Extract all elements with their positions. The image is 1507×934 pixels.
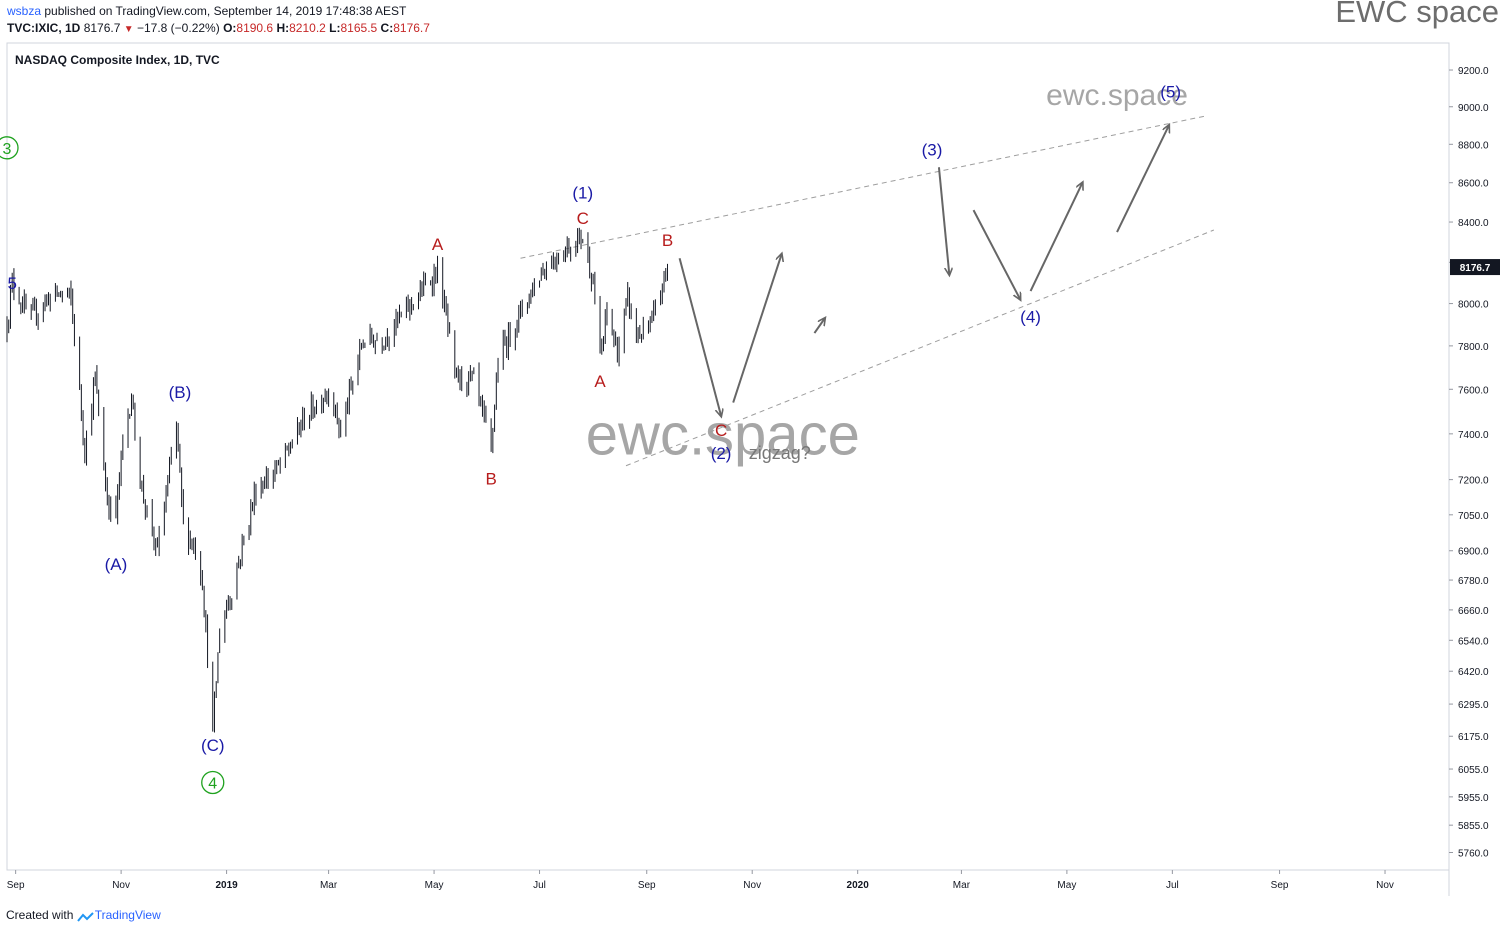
- y-tick-label: 5855.0: [1458, 821, 1489, 832]
- publish-text: published on TradingView.com, September …: [44, 4, 407, 18]
- projection-arrow: [937, 167, 949, 274]
- last-price-tag: 8176.7: [1450, 259, 1500, 276]
- y-tick-label: 6540.0: [1458, 636, 1489, 647]
- wave-label: C: [577, 209, 589, 228]
- last-price: 8176.7: [83, 21, 121, 35]
- x-tick-label: Nov: [743, 880, 761, 891]
- plot-area[interactable]: [6, 42, 1450, 871]
- x-tick-label: 2019: [215, 880, 238, 891]
- projection-arrow: [678, 257, 721, 416]
- ewc-watermark: ewc.space: [1046, 79, 1188, 112]
- y-tick-label: 7400.0: [1458, 430, 1489, 441]
- wave-label: (C): [201, 736, 225, 755]
- projection-arrow: [972, 209, 1021, 299]
- close-label: C:: [380, 21, 394, 35]
- wave-label: 5: [7, 274, 16, 293]
- x-tick-label: Jul: [1166, 880, 1179, 891]
- channel-lower-line: [625, 229, 1215, 467]
- y-tick-label: 5760.0: [1458, 849, 1489, 860]
- wave-label: (4): [1020, 307, 1041, 326]
- tradingview-logo-icon: [76, 911, 95, 922]
- brand-watermark: EWC space: [1335, 0, 1499, 29]
- x-tick-label: Mar: [320, 880, 338, 891]
- x-tick-label: May: [425, 880, 444, 891]
- close-value: 8176.7: [393, 21, 430, 35]
- low-value: 8165.5: [340, 21, 378, 35]
- projection-path: [678, 125, 1169, 416]
- wave-label: B: [662, 231, 673, 250]
- x-tick-label: May: [1057, 880, 1076, 891]
- y-tick-label: 7600.0: [1458, 385, 1489, 396]
- projection-arrow: [1116, 125, 1169, 233]
- y-tick-label: 8400.0: [1458, 218, 1489, 229]
- wave-label: (3): [922, 141, 943, 160]
- y-tick-label: 6055.0: [1458, 765, 1489, 776]
- y-tick-label: 7800.0: [1458, 342, 1489, 353]
- wave-label: 4: [208, 775, 217, 792]
- high-value: 8210.2: [289, 21, 326, 35]
- chart-title: NASDAQ Composite Index, 1D, TVC: [15, 53, 220, 67]
- y-tick-label: 6660.0: [1458, 606, 1489, 617]
- wave-label: C: [715, 421, 727, 440]
- wave-label: A: [594, 372, 606, 391]
- price-bars: [6, 227, 668, 733]
- author-link[interactable]: wsbza: [7, 4, 42, 18]
- y-tick-label: 9000.0: [1458, 103, 1489, 114]
- tradingview-link[interactable]: TradingView: [94, 908, 161, 922]
- channel-lines: [520, 115, 1215, 467]
- wave-label: zigzag?: [749, 443, 811, 463]
- y-tick-label: 9200.0: [1458, 66, 1489, 77]
- projection-arrow: [1029, 183, 1083, 292]
- wave-circle: [201, 770, 225, 795]
- y-tick-label: 5955.0: [1458, 793, 1489, 804]
- y-tick-label: 6780.0: [1458, 576, 1489, 587]
- x-tick-label: Sep: [638, 880, 656, 891]
- x-tick-label: Sep: [7, 880, 25, 891]
- y-tick-label: 6900.0: [1458, 547, 1489, 558]
- x-tick-label: Jul: [533, 880, 546, 891]
- created-with-text: Created with: [6, 908, 74, 922]
- last-price-label: 8176.7: [1460, 263, 1491, 274]
- projection-arrow: [813, 318, 824, 334]
- publish-info: wsbza published on TradingView.com, Sept…: [7, 4, 406, 18]
- high-label: H:: [276, 21, 290, 35]
- y-tick-label: 7050.0: [1458, 511, 1489, 522]
- wave-label: (5): [1160, 82, 1181, 101]
- wave-label: (1): [572, 183, 593, 202]
- wave-label: B: [485, 469, 496, 488]
- wave-label: 3: [3, 141, 12, 158]
- y-tick-label: 6295.0: [1458, 700, 1489, 711]
- x-tick-label: Nov: [112, 880, 130, 891]
- y-tick-label: 8600.0: [1458, 179, 1489, 190]
- y-tick-label: 6420.0: [1458, 667, 1489, 678]
- wave-labels: 3 5 (A) (B) (C) 4 A B (1) C A B C (2) zigzag? (3) (4) (5): [0, 82, 1181, 795]
- projection-arrow: [732, 254, 781, 403]
- y-tick-label: 6175.0: [1458, 732, 1489, 743]
- price-axis[interactable]: 9200.09000.08800.08600.08400.08200.08000…: [1449, 66, 1489, 860]
- y-tick-label: 7200.0: [1458, 476, 1489, 487]
- footer: Created with TradingView: [6, 908, 161, 922]
- symbol-label: TVC:IXIC, 1D: [7, 21, 81, 35]
- wave-circle: [0, 136, 19, 160]
- wave-label: (2): [711, 444, 732, 463]
- price-change: −17.8 (−0.22%): [136, 21, 220, 35]
- down-arrow-icon: ▼: [123, 24, 134, 35]
- wave-label: (A): [105, 555, 128, 574]
- symbol-ohlc-line: TVC:IXIC, 1D 8176.7 ▼ −17.8 (−0.22%) O:8…: [7, 21, 430, 35]
- x-tick-label: 2020: [847, 880, 870, 891]
- y-tick-label: 8800.0: [1458, 140, 1489, 151]
- x-tick-label: Nov: [1376, 880, 1394, 891]
- low-label: L:: [329, 21, 341, 35]
- y-tick-label: 8000.0: [1458, 300, 1489, 311]
- x-tick-label: Mar: [953, 880, 971, 891]
- last-price-box: [1450, 259, 1500, 276]
- time-axis[interactable]: Sep Nov 2019 Mar May Jul Sep Nov 2020 Mar May Jul Se…: [7, 870, 1394, 891]
- wave-label: (B): [169, 383, 192, 402]
- wave-label: A: [432, 235, 444, 254]
- open-label: O:: [223, 21, 237, 35]
- x-tick-label: Sep: [1271, 880, 1289, 891]
- open-value: 8190.6: [236, 21, 274, 35]
